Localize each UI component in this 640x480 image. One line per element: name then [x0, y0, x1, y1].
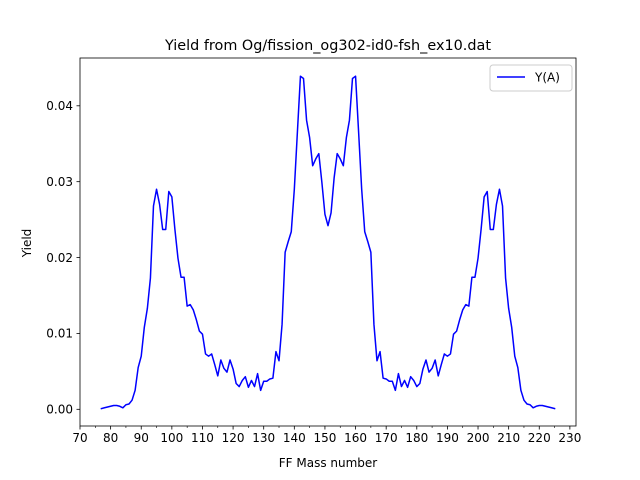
- x-tick-label-130: 130: [252, 431, 275, 445]
- axes-frame: [79, 57, 577, 427]
- x-tick-label-110: 110: [191, 431, 214, 445]
- x-tick-label-230: 230: [558, 431, 581, 445]
- x-tick-label-210: 210: [497, 431, 520, 445]
- y-axis-label: Yield: [20, 229, 34, 259]
- x-tick-label-220: 220: [528, 431, 551, 445]
- y-tick-label-2: 0.02: [46, 251, 73, 265]
- x-tick-label-100: 100: [160, 431, 183, 445]
- x-tick-label-150: 150: [313, 431, 336, 445]
- x-tick-label-90: 90: [134, 431, 149, 445]
- y-tick-label-3: 0.03: [46, 175, 73, 189]
- legend: Y(A): [489, 64, 573, 92]
- x-tick-label-190: 190: [436, 431, 459, 445]
- x-tick-label-120: 120: [222, 431, 245, 445]
- legend-frame: [489, 64, 573, 92]
- y-tick-label-4: 0.04: [46, 99, 73, 113]
- chart-title: Yield from Og/fission_og302-id0-fsh_ex10…: [164, 38, 491, 54]
- y-tick-label-0: 0.00: [46, 403, 73, 417]
- x-tick-label-180: 180: [405, 431, 428, 445]
- x-tick-label-200: 200: [467, 431, 490, 445]
- x-axis-label: FF Mass number: [279, 456, 378, 470]
- x-tick-label-170: 170: [375, 431, 398, 445]
- y-tick-label-1: 0.01: [46, 327, 73, 341]
- x-tick-label-80: 80: [103, 431, 118, 445]
- x-tick-label-70: 70: [72, 431, 87, 445]
- plot-area: 70 80 90 100 110 120 130 140 150 160 170 180 190 200 2…: [46, 57, 581, 445]
- legend-label-y-a: Y(A): [534, 71, 560, 85]
- x-tick-label-140: 140: [283, 431, 306, 445]
- x-tick-label-160: 160: [344, 431, 367, 445]
- series-line-0: [100, 75, 556, 410]
